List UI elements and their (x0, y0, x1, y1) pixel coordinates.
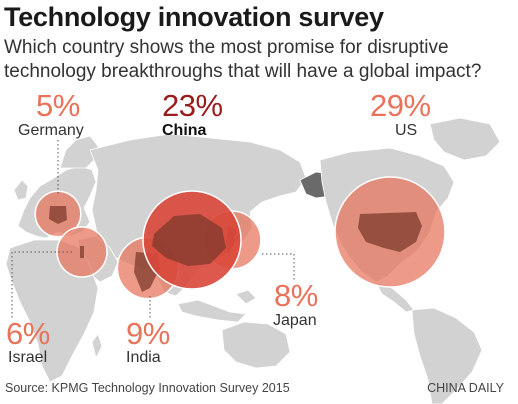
chart-subtitle: Which country shows the most promise for… (4, 37, 482, 82)
chart-title: Technology innovation survey (4, 2, 384, 32)
country-shape-china (152, 214, 226, 266)
brand-label: CHINA DAILY (427, 381, 504, 395)
data-label-israel-value: 6% (6, 316, 50, 351)
data-label-china-value: 23% (162, 88, 223, 123)
data-label-us-value: 29% (370, 88, 431, 123)
data-label-japan-name: Japan (273, 312, 317, 329)
country-shape-us (358, 212, 422, 252)
data-label-us-name: US (395, 122, 418, 139)
data-label-germany-name: Germany (18, 122, 84, 139)
data-label-india-name: India (126, 349, 161, 366)
leader-line-japan (262, 253, 295, 282)
source-note: Source: KPMG Technology Innovation Surve… (5, 381, 290, 395)
leader-line-israel (11, 251, 72, 318)
data-label-china-name: China (162, 122, 207, 139)
country-shape-germany (49, 206, 67, 224)
country-shape-israel (80, 246, 84, 258)
data-label-japan-value: 8% (274, 278, 318, 313)
data-label-india-value: 9% (126, 316, 170, 351)
data-label-israel-name: Israel (8, 349, 48, 366)
data-label-germany-value: 5% (36, 88, 80, 123)
